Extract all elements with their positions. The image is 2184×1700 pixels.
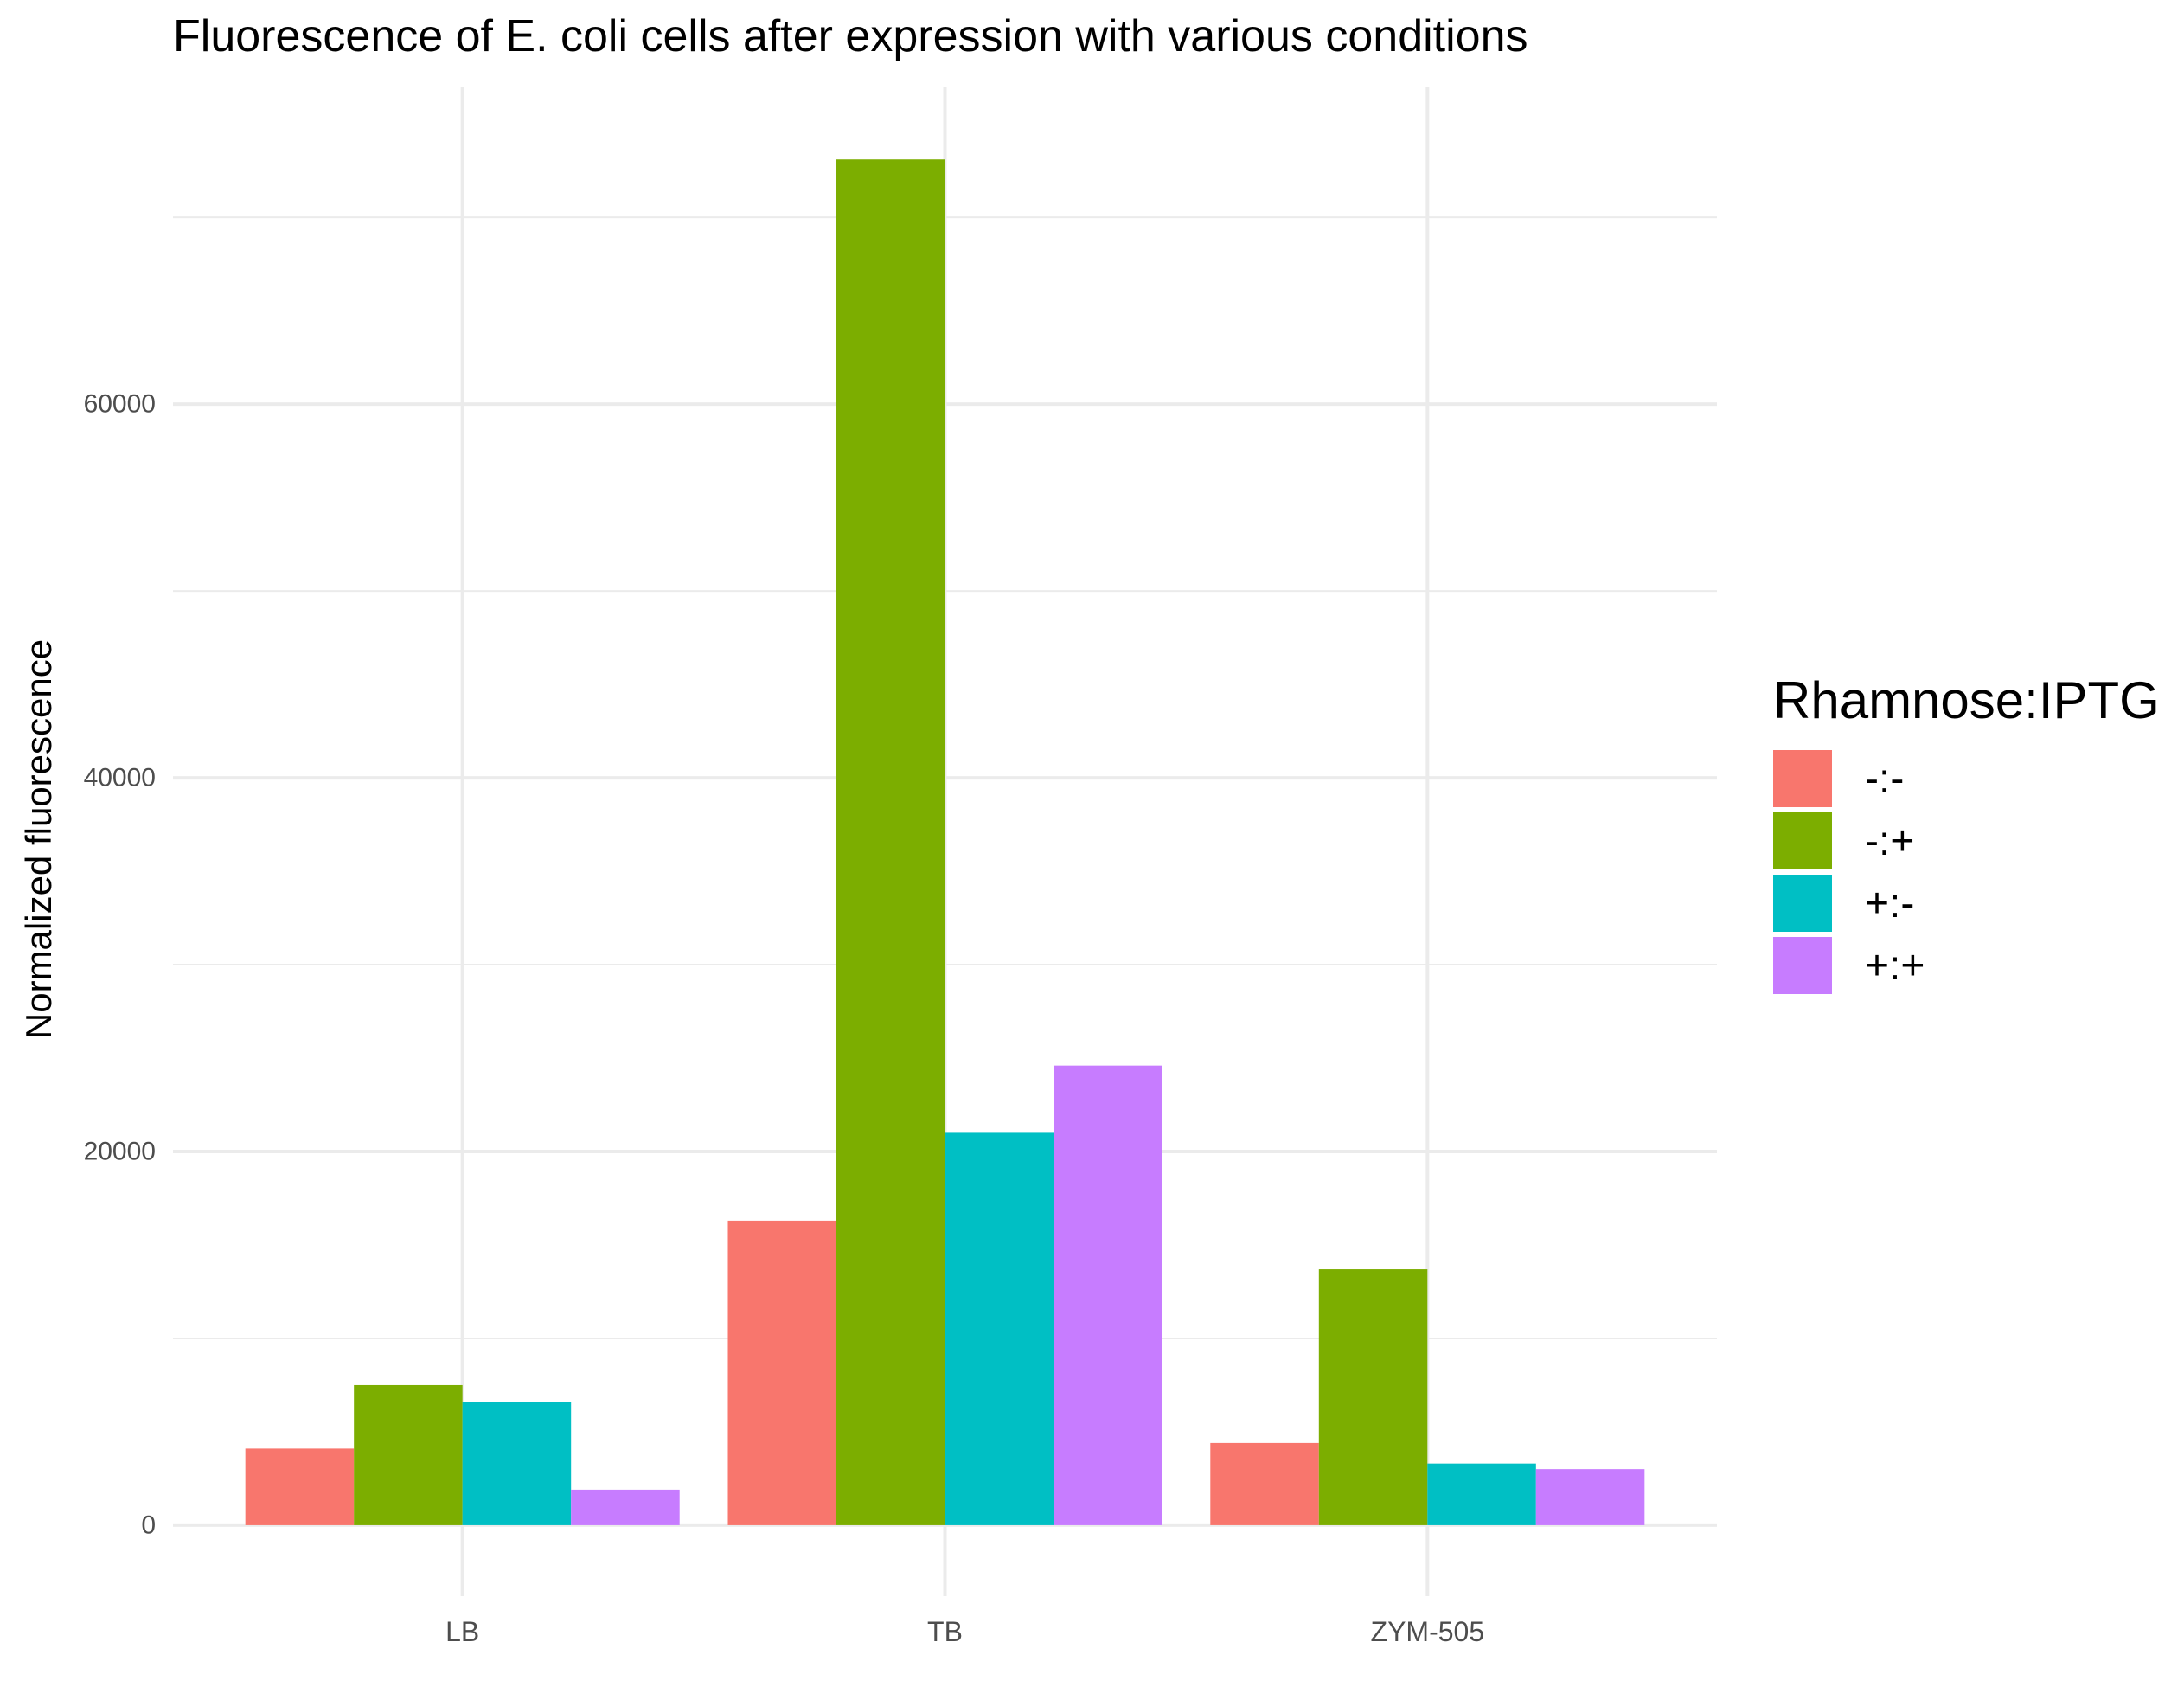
y-tick-label: 60000 <box>84 390 156 419</box>
legend-item: -:+ <box>1773 810 2160 872</box>
bar-zym-505-2 <box>1427 1463 1536 1525</box>
legend-title: Rhamnose:IPTG <box>1773 671 2160 729</box>
legend-label: -:- <box>1865 755 1905 802</box>
legend-key-swatch <box>1773 750 1832 807</box>
legend-items: -:- -:+ +:- +:+ <box>1773 747 2160 997</box>
chart-title: Fluorescence of E. coli cells after expr… <box>173 11 1528 61</box>
legend-label: +:+ <box>1865 942 1925 989</box>
bar-lb-1 <box>354 1384 463 1525</box>
legend-key-swatch <box>1773 875 1832 932</box>
bar-lb-2 <box>462 1402 572 1525</box>
bar-zym-505-3 <box>1535 1469 1645 1525</box>
bars <box>245 159 1645 1525</box>
bar-lb-0 <box>245 1448 355 1525</box>
bar-lb-3 <box>571 1489 680 1525</box>
axis-ticks: 0 20000 40000 60000 LB TB ZYM-505 <box>84 390 1485 1647</box>
legend-label: +:- <box>1865 880 1915 927</box>
legend-key-swatch <box>1773 937 1832 994</box>
legend: Rhamnose:IPTG -:- -:+ +:- +:+ <box>1773 670 2160 997</box>
y-tick-label: 0 <box>141 1511 156 1539</box>
bar-tb-2 <box>945 1132 1054 1525</box>
bar-tb-1 <box>836 159 945 1525</box>
x-tick-label: ZYM-505 <box>1371 1616 1485 1647</box>
bar-tb-3 <box>1054 1065 1162 1525</box>
y-tick-label: 40000 <box>84 764 156 792</box>
legend-item: +:- <box>1773 872 2160 934</box>
legend-key-swatch <box>1773 812 1832 869</box>
bar-zym-505-1 <box>1318 1269 1428 1525</box>
bar-tb-0 <box>727 1220 836 1525</box>
x-tick-label: TB <box>927 1616 963 1647</box>
bar-zym-505-0 <box>1210 1442 1319 1525</box>
y-axis-label: Normalized fluorescence <box>18 638 59 1040</box>
legend-label: -:+ <box>1865 818 1915 864</box>
x-tick-label: LB <box>445 1616 479 1647</box>
y-tick-label: 20000 <box>84 1138 156 1166</box>
legend-item: +:+ <box>1773 934 2160 997</box>
legend-item: -:- <box>1773 747 2160 810</box>
